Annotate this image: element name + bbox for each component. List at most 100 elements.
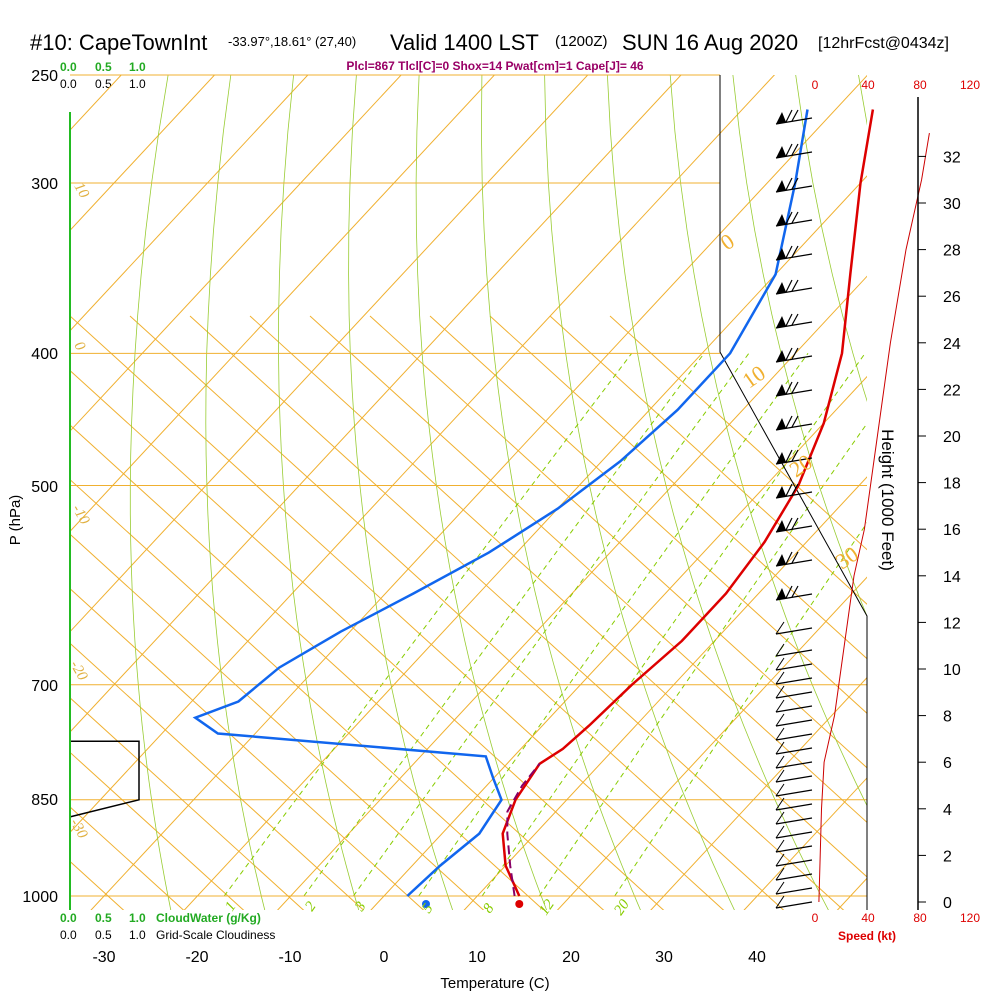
dry-adiabat-line [348, 75, 454, 910]
wind-barb [775, 671, 813, 685]
isotherm-line [70, 75, 216, 232]
barb-flag [785, 585, 793, 599]
isotherm-line [0, 0, 151, 925]
barb-shaft [775, 705, 813, 713]
mixing-ratio-line-12 [538, 422, 867, 897]
cloud-top-green-0: 0.0 [60, 60, 77, 74]
mixing-ratio-line-20 [614, 522, 867, 897]
barb-flag [775, 643, 785, 657]
barb-shaft [775, 321, 813, 329]
station-name: #10: CapeTownInt [30, 30, 207, 55]
wind-barb [775, 211, 813, 227]
theta-line [70, 478, 545, 910]
wind-barb [775, 713, 813, 727]
speed-scale-bottom: 0 40 80 120 Speed (kt) [812, 911, 981, 943]
barb-flag [775, 621, 785, 635]
iso-label-right-10: 10 [738, 360, 770, 393]
wind-barb [775, 621, 813, 635]
barb-flag [785, 517, 793, 531]
barb-pennant [776, 588, 786, 600]
barb-shaft [775, 219, 813, 227]
isotherm-line [70, 75, 496, 533]
wind-barb [775, 797, 813, 811]
parcel-line [506, 763, 541, 897]
cloud-bottom-green-1: 0.5 [95, 911, 112, 925]
temperature-line [501, 109, 875, 897]
mix-label-2: 2 [302, 899, 320, 915]
speed-bottom-80: 80 [913, 911, 927, 925]
barb-flag [791, 347, 799, 360]
barb-shaft [775, 491, 813, 499]
barb-shaft [775, 831, 813, 839]
isotherm-line [370, 375, 867, 910]
t-tick-30: 30 [655, 949, 673, 966]
barb-flag [785, 177, 793, 191]
dry-adiabat-line [205, 75, 266, 910]
barb-shaft [775, 691, 813, 699]
dry-adiabat-grid [129, 0, 1000, 925]
mix-label-3: 3 [352, 899, 370, 915]
barb-shaft [775, 663, 813, 671]
barb-shaft [775, 677, 813, 685]
p-tick-400: 400 [31, 346, 58, 363]
barb-flag [791, 313, 799, 326]
barb-flag [775, 811, 785, 825]
height-tick-label: 14 [943, 569, 961, 586]
dewpoint-line [192, 109, 809, 897]
cloud-bottom-black-1: 0.5 [95, 928, 112, 942]
p-tick-700: 700 [31, 678, 58, 695]
isotherm-line [70, 75, 776, 834]
height-tick-label: 10 [943, 662, 961, 679]
wind-barb [775, 109, 813, 125]
barb-flag [775, 685, 785, 699]
speed-top-120: 120 [960, 78, 980, 92]
speed-bottom-120: 120 [960, 911, 980, 925]
height-axis-label: Height (1000 Feet) [878, 429, 897, 571]
barb-shaft [775, 253, 813, 261]
mixing-ratio-labels: 1 2 3 5 8 12 20 [222, 896, 633, 918]
forecast-info: [12hrFcst@0434z] [818, 35, 949, 52]
barb-flag [791, 415, 799, 428]
wind-barb [775, 853, 813, 867]
wind-barb [775, 483, 813, 499]
mix-label-12: 12 [536, 896, 558, 918]
iso-label-right-0: 0 [716, 228, 739, 255]
barb-flag [785, 449, 793, 463]
barb-shaft [775, 775, 813, 783]
theta-line [70, 806, 185, 910]
cloud-top-green-2: 1.0 [129, 60, 146, 74]
barb-flag [775, 783, 785, 797]
isotherm-line [836, 877, 867, 910]
barb-flag [775, 839, 785, 853]
cloud-top-black-1: 0.5 [95, 77, 112, 91]
wind-barb [775, 825, 813, 839]
mix-label-8: 8 [480, 901, 498, 917]
p-tick-500: 500 [31, 479, 58, 496]
isotherm-line [917, 0, 1000, 925]
wind-barb [775, 685, 813, 699]
isotherm-grid [0, 0, 1000, 925]
pressure-axis-label: P (hPa) [7, 495, 24, 546]
barb-shaft [775, 185, 813, 193]
p-tick-250: 250 [31, 68, 58, 85]
barb-flag [785, 551, 793, 565]
barb-flag [775, 825, 785, 839]
barb-shaft [775, 733, 813, 741]
mixing-ratio-line-3 [352, 353, 750, 897]
t-tick-m10: -10 [278, 949, 301, 966]
barb-flag [785, 245, 793, 259]
barb-pennant [776, 350, 786, 362]
barb-flag [775, 853, 785, 867]
dry-adiabat-line [795, 75, 867, 402]
theta-line [70, 860, 125, 910]
surface-temperature-marker [515, 900, 524, 908]
p-tick-1000: 1000 [22, 889, 58, 906]
dry-adiabat-line [901, 0, 1000, 925]
height-tick-label: 20 [943, 429, 961, 446]
valid-date: SUN 16 Aug 2020 [622, 30, 798, 55]
wind-barb [775, 381, 813, 397]
theta-line [0, 316, 70, 916]
wind-barb [775, 517, 813, 533]
barb-flag [791, 143, 799, 156]
